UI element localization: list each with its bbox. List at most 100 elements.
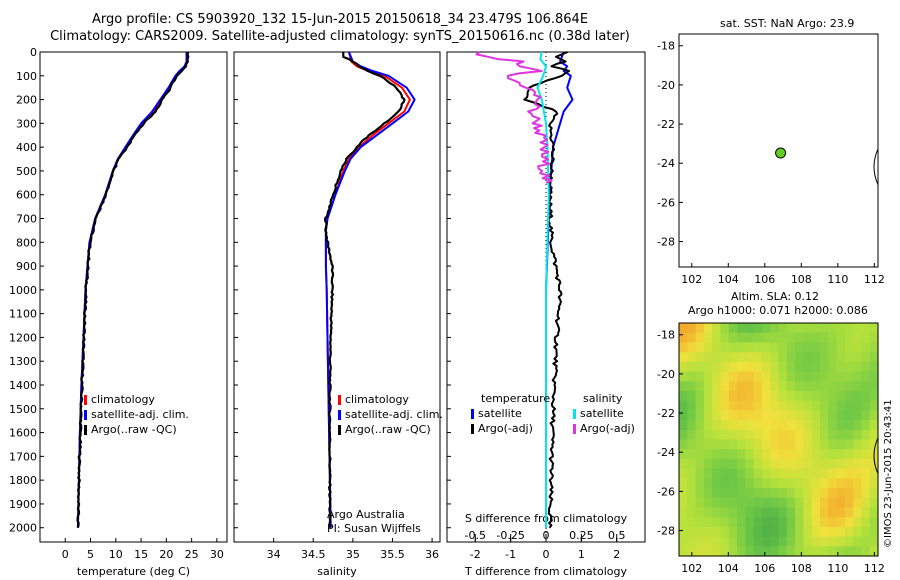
sla-heatmap-cell (703, 497, 713, 509)
sla-heatmap-cell (844, 449, 854, 460)
sla-heatmap-cell (737, 449, 746, 460)
sla-heatmap-cell (770, 478, 780, 489)
sla-heatmap-cell (720, 332, 730, 344)
title-line-1: Argo profile: CS 5903920_132 15-Jun-2015… (91, 12, 589, 27)
climatology-line (76, 52, 188, 528)
sla-heatmap-cell (811, 332, 821, 344)
sla-heatmap-cell (720, 361, 730, 373)
sla-heatmap-cell (679, 420, 688, 431)
sla-heatmap-cell (703, 342, 713, 353)
sla-heatmap-cell (695, 536, 705, 547)
y-tick-label: 100 (16, 70, 37, 83)
sla-heatmap-cell (737, 546, 746, 557)
sla-heatmap-cell (795, 390, 804, 402)
sla-heatmap-cell (861, 410, 871, 421)
sla-heatmap-cell (745, 536, 755, 547)
sla-heatmap-cell (679, 342, 688, 353)
sla-heatmap-cell (703, 546, 713, 557)
sla-map-x-tick-label: 102 (681, 562, 702, 575)
sla-heatmap-cell (828, 478, 838, 489)
sla-heatmap-cell (679, 390, 688, 402)
sla-heatmap-cell (811, 449, 821, 460)
sla-heatmap-cell (844, 507, 854, 518)
sla-heatmap-cell (687, 497, 697, 509)
legend-argo-line-label: Argo(..raw -QC) (345, 423, 431, 436)
sla-heatmap-cell (695, 400, 705, 411)
sla-heatmap-cell (687, 410, 697, 421)
legend-argo-line-swatch (338, 425, 341, 435)
legend-t-argo-label: Argo(-adj) (478, 422, 533, 435)
sla-heatmap-cell (861, 390, 871, 402)
sla-heatmap-cell (869, 497, 879, 509)
sla-heatmap-cell (861, 361, 871, 373)
sla-heatmap-cell (853, 332, 863, 344)
sst-map-y-tick-label: -24 (657, 157, 675, 170)
sla-heatmap-cell (811, 342, 821, 353)
sla-heatmap-cell (737, 323, 746, 334)
sst-map-x-tick-label: 106 (754, 273, 775, 286)
sla-heatmap-cell (720, 371, 730, 382)
sla-heatmap-cell (687, 507, 697, 518)
sla-heatmap-cell (712, 323, 722, 334)
sla-heatmap-cell (703, 410, 713, 421)
sla-heatmap-cell (745, 332, 755, 344)
sla-heatmap-cell (786, 429, 796, 441)
sla-heatmap-cell (861, 488, 871, 499)
sla-heatmap-cell (819, 332, 829, 344)
sla-heatmap-cell (778, 468, 788, 479)
sla-heatmap-cell (770, 420, 780, 431)
sla-heatmap-cell (861, 449, 871, 460)
sla-heatmap-cell (861, 439, 871, 450)
sla-heatmap-cell (703, 449, 713, 460)
sla-heatmap-cell (770, 517, 780, 528)
sla-heatmap-cell (778, 332, 788, 344)
sla-heatmap-cell (836, 390, 846, 402)
sla-heatmap-cell (679, 546, 688, 557)
sla-heatmap-cell (770, 497, 780, 509)
sla-heatmap-cell (687, 342, 697, 353)
s-tick-label: 0.25 (569, 529, 594, 542)
sla-heatmap-cell (803, 390, 813, 402)
sla-heatmap-cell (712, 371, 722, 382)
sla-heatmap-cell (819, 458, 829, 470)
sla-heatmap-cell (753, 439, 763, 450)
sla-heatmap-cell (819, 342, 829, 353)
sla-heatmap-cell (811, 400, 821, 411)
sla-heatmap-cell (836, 449, 846, 460)
sla-heatmap-cell (803, 323, 813, 334)
sla-heatmap-cell (836, 478, 846, 489)
sla-heatmap-cell (720, 400, 730, 411)
sla-heatmap-cell (811, 497, 821, 509)
sla-heatmap-cell (844, 526, 854, 538)
sla-heatmap-cell (770, 546, 780, 557)
sla-heatmap-cell (737, 410, 746, 421)
sla-heatmap-cell (861, 400, 871, 411)
sla-heatmap-cell (795, 332, 804, 344)
sla-heatmap-cell (687, 400, 697, 411)
sla-heatmap-cell (703, 371, 713, 382)
sla-heatmap-cell (745, 488, 755, 499)
sla-heatmap-cell (695, 371, 705, 382)
legend-climatology-line-swatch (338, 395, 341, 405)
sla-map-frame (678, 322, 879, 557)
sla-heatmap-cell (703, 332, 713, 344)
sla-heatmap-cell (778, 526, 788, 538)
sla-heatmap-cell (853, 420, 863, 431)
sla-heatmap-cell (795, 429, 804, 441)
sla-heatmap-cell (803, 352, 813, 363)
y-tick-label: 1400 (9, 379, 37, 392)
sla-heatmap-cell (703, 458, 713, 470)
sla-heatmap-cell (687, 332, 697, 344)
sla-heatmap-cell (869, 371, 879, 382)
x-tick-label: -1 (505, 548, 516, 561)
sla-heatmap-cell (869, 458, 879, 470)
sla-heatmap-cell (844, 323, 854, 334)
sla-heatmap-cell (737, 507, 746, 518)
sla-heatmap-cell (844, 488, 854, 499)
sla-heatmap-cell (679, 439, 688, 450)
sla-heatmap-cell (703, 439, 713, 450)
sla-heatmap-cell (737, 342, 746, 353)
sla-heatmap-cell (869, 390, 879, 402)
x-tick-label: 35.5 (380, 548, 405, 561)
sla-heatmap-cell (687, 449, 697, 460)
